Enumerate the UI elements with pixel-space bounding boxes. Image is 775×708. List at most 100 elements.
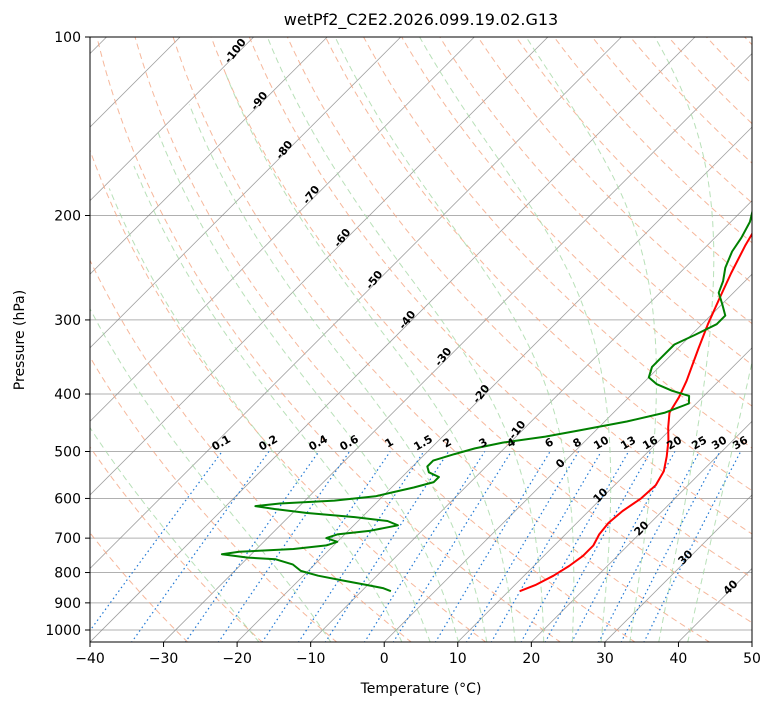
mixing-ratio-label: 1 bbox=[383, 435, 396, 450]
x-tick-label: −10 bbox=[296, 651, 326, 667]
moist-adiabat-line bbox=[90, 426, 260, 642]
isotherm-line bbox=[90, 37, 254, 202]
chart-title: wetPf2_C2E2.2026.099.19.02.G13 bbox=[284, 10, 558, 30]
dry-adiabat-label: -70 bbox=[300, 183, 323, 207]
y-tick-label: 500 bbox=[54, 444, 81, 460]
dry-adiabat-line bbox=[90, 259, 412, 642]
isotherm-line bbox=[90, 37, 622, 570]
plot-frame bbox=[89, 36, 753, 643]
mixing-ratio-label: 0.6 bbox=[338, 432, 362, 453]
moist-adiabat-line bbox=[108, 188, 403, 642]
mixing-ratio-line bbox=[466, 451, 580, 642]
y-tick-label: 700 bbox=[54, 531, 81, 547]
dry-adiabat-label: -40 bbox=[396, 308, 419, 332]
moist-adiabat-line bbox=[419, 37, 612, 642]
isotherm-line bbox=[90, 37, 328, 275]
mixing-ratio-lines bbox=[90, 451, 742, 642]
isotherm-line bbox=[236, 126, 752, 642]
moist-adiabat-line bbox=[525, 37, 657, 642]
mixing-ratio-line bbox=[363, 451, 486, 642]
y-tick-label: 900 bbox=[54, 596, 81, 612]
y-tick-label: 300 bbox=[54, 313, 81, 329]
isotherm-line bbox=[677, 567, 752, 642]
moist-adiabat-line bbox=[157, 132, 459, 642]
dry-adiabat-label: -100 bbox=[222, 36, 249, 66]
mixing-ratio-label: 13 bbox=[618, 434, 638, 453]
isotherm-line bbox=[162, 52, 752, 642]
moist-adiabat-label: 20 bbox=[632, 518, 652, 538]
mixing-ratio-label: 16 bbox=[640, 433, 660, 452]
moist-adiabat-line bbox=[687, 359, 752, 642]
x-axis-ticks: −40 −30 −20 −10 0 10 20 30 40 50 bbox=[75, 642, 761, 667]
isotherm-line bbox=[90, 37, 475, 422]
dry-adiabat-label: -60 bbox=[331, 226, 354, 250]
moist-adiabat-label: 40 bbox=[721, 577, 741, 597]
profile-series bbox=[220, 209, 752, 593]
y-tick-label: 1000 bbox=[45, 623, 81, 639]
mixing-ratio-label: 0.4 bbox=[307, 432, 331, 453]
moist-adiabat-line bbox=[334, 37, 575, 642]
mixing-ratio-line bbox=[217, 451, 351, 642]
x-tick-label: 20 bbox=[522, 651, 540, 667]
mixing-ratio-line bbox=[184, 451, 320, 642]
mixing-ratio-label: 1.5 bbox=[412, 432, 435, 453]
mixing-ratio-line bbox=[261, 451, 391, 642]
y-tick-label: 600 bbox=[54, 491, 81, 507]
x-tick-label: −40 bbox=[75, 651, 105, 667]
mixing-ratio-line bbox=[131, 451, 270, 642]
dry-adiabat-label: -80 bbox=[273, 138, 296, 162]
x-tick-label: 30 bbox=[596, 651, 614, 667]
mixing-ratio-line bbox=[90, 451, 223, 632]
x-tick-label: 10 bbox=[449, 651, 467, 667]
x-tick-label: 0 bbox=[380, 651, 389, 667]
dry-adiabat-line bbox=[210, 37, 752, 624]
y-tick-label: 100 bbox=[54, 30, 81, 46]
moist-adiabat-label: 10 bbox=[591, 485, 611, 505]
x-tick-label: −20 bbox=[222, 651, 252, 667]
dry-adiabat-line bbox=[172, 37, 711, 642]
y-tick-label: 800 bbox=[54, 566, 81, 582]
dry-adiabat-line bbox=[706, 37, 752, 85]
mixing-ratio-line bbox=[598, 451, 701, 642]
dry-adiabat-line bbox=[90, 356, 338, 642]
moist-adiabat-line bbox=[266, 37, 545, 642]
mixing-ratio-line bbox=[392, 451, 512, 642]
isotherm-line bbox=[383, 273, 752, 642]
mixing-ratio-label: 8 bbox=[571, 435, 584, 450]
mixing-ratio-label: 6 bbox=[543, 435, 556, 450]
dry-adiabat-line bbox=[90, 532, 189, 642]
mixing-ratio-line bbox=[324, 451, 450, 642]
moist-adiabat-line bbox=[90, 307, 332, 642]
isopleth-labels: -100-90-80-70-60-50-40-30-20-10010203040… bbox=[210, 36, 751, 598]
y-axis-label: Pressure (hPa) bbox=[12, 290, 28, 390]
mixing-ratio-line bbox=[298, 451, 425, 642]
mixing-ratio-label: 0.1 bbox=[210, 432, 233, 453]
dry-adiabat-line bbox=[744, 37, 752, 46]
moist-adiabat-line bbox=[654, 37, 715, 642]
moist-adiabat-line bbox=[133, 165, 431, 642]
moist-adiabat-label: 30 bbox=[676, 547, 696, 567]
isotherm-line bbox=[90, 37, 696, 642]
x-tick-label: 50 bbox=[743, 651, 761, 667]
x-axis-label: Temperature (°C) bbox=[360, 681, 482, 697]
pressure-gridlines bbox=[90, 37, 752, 631]
dry-adiabat-line bbox=[325, 37, 752, 492]
mixing-ratio-label: 10 bbox=[591, 433, 611, 452]
moist-adiabat-line bbox=[188, 104, 488, 642]
isotherm-lines bbox=[90, 37, 752, 642]
moist-adiabat-line bbox=[224, 72, 516, 642]
isotherm-line bbox=[90, 37, 402, 349]
y-tick-label: 400 bbox=[54, 387, 81, 403]
dry-adiabat-line bbox=[286, 37, 752, 535]
mixing-ratio-line bbox=[571, 451, 676, 642]
dry-adiabat-line bbox=[96, 37, 562, 642]
y-axis-ticks: 100 200 300 400 500 600 700 800 900 1000 bbox=[45, 30, 90, 639]
dewpoint-profile-line bbox=[220, 209, 752, 593]
y-tick-label: 200 bbox=[54, 209, 81, 225]
isotherm-line bbox=[457, 347, 752, 642]
dry-adiabat-label: -30 bbox=[432, 345, 455, 369]
dry-adiabat-line bbox=[90, 446, 263, 642]
x-tick-label: −30 bbox=[149, 651, 179, 667]
dry-adiabat-label: -20 bbox=[470, 382, 493, 406]
